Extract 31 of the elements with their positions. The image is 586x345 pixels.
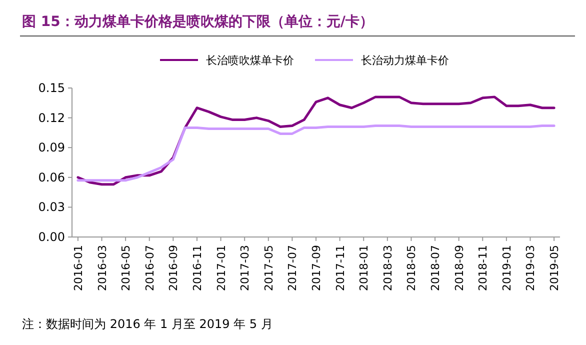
x-tick-label: 2019-05 <box>548 245 562 291</box>
chart-title: 图 15：动力煤单卡价格是喷吹煤的下限（单位：元/卡） <box>22 14 374 30</box>
x-tick-label: 2017-11 <box>334 245 347 291</box>
x-tick-label: 2016-07 <box>143 245 156 291</box>
legend-label: 长治动力煤单卡价 <box>361 54 449 67</box>
y-tick-label: 0.09 <box>38 140 65 155</box>
x-tick-label: 2017-07 <box>286 245 300 291</box>
x-tick-label: 2018-11 <box>476 245 490 291</box>
x-tick-label: 2017-09 <box>310 245 323 291</box>
x-tick-label: 2016-11 <box>190 245 204 291</box>
x-tick-label: 2018-07 <box>429 245 442 291</box>
x-tick-label: 2018-01 <box>358 245 371 291</box>
x-tick-label: 2018-03 <box>381 245 394 291</box>
x-tick-label: 2018-09 <box>452 245 466 291</box>
x-tick-label: 2017-01 <box>214 245 228 291</box>
y-tick-label: 0.12 <box>38 110 65 125</box>
x-tick-label: 2017-03 <box>238 245 252 291</box>
legend-label: 长治喷吹煤单卡价 <box>206 54 294 67</box>
y-tick-label: 0.15 <box>38 81 65 95</box>
x-tick-label: 2016-09 <box>167 245 180 291</box>
y-tick-label: 0.00 <box>38 230 65 244</box>
x-tick-label: 2016-03 <box>96 245 109 291</box>
x-tick-label: 2017-05 <box>262 245 276 291</box>
x-tick-label: 2019-01 <box>500 245 514 291</box>
y-tick-label: 0.06 <box>38 170 65 184</box>
x-tick-label: 2018-05 <box>405 245 418 291</box>
x-tick-label: 2016-05 <box>120 245 133 291</box>
text: 注：数据时间为 2016 年 1 月至 2019 年 5 月 <box>22 317 273 331</box>
x-tick-label: 2016-01 <box>72 245 85 291</box>
x-tick-label: 2019-03 <box>524 245 538 291</box>
y-tick-label: 0.03 <box>38 200 65 214</box>
